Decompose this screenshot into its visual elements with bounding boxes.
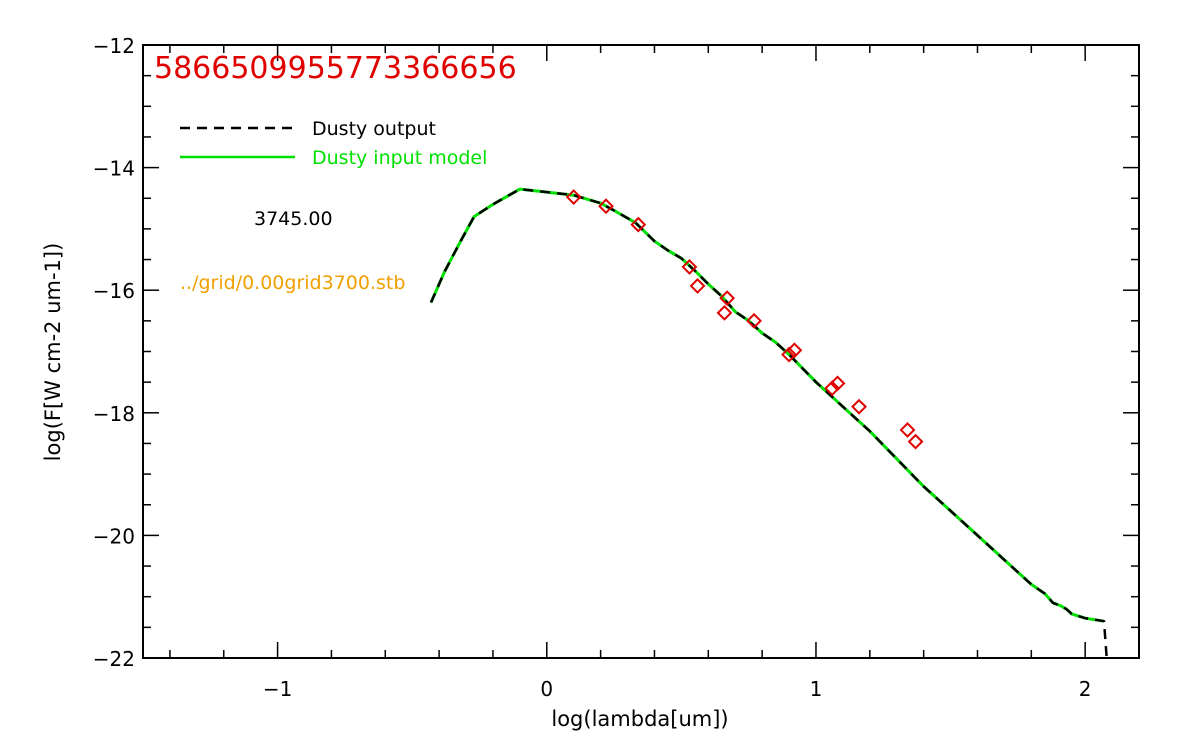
series-lines xyxy=(429,187,1108,659)
y-tick-label: −12 xyxy=(93,34,135,58)
y-axis-title: log(F[W cm-2 um-1]) xyxy=(41,243,65,462)
data-point xyxy=(689,277,706,294)
y-tick-label: −18 xyxy=(93,402,135,426)
data-point xyxy=(746,312,762,329)
data-point xyxy=(716,304,733,321)
data-point xyxy=(565,189,582,205)
chart-title: 5866509955773366656 xyxy=(154,51,517,86)
data-point xyxy=(786,342,803,359)
data-markers xyxy=(565,189,924,450)
x-tick-label: 1 xyxy=(810,677,823,701)
data-point xyxy=(681,258,698,275)
y-tick-label: −20 xyxy=(93,524,135,548)
data-point xyxy=(719,290,736,307)
x-tick-label: −1 xyxy=(263,677,292,701)
legend-label-dusty-input: Dusty input model xyxy=(312,147,487,169)
data-point xyxy=(630,216,647,233)
grid-file-annotation: ../grid/0.00grid3700.stb xyxy=(180,272,405,294)
x-tick-label: 2 xyxy=(1079,677,1092,701)
ticks xyxy=(143,44,1140,659)
series-line-dusty-input xyxy=(429,187,1105,623)
y-tick-label: −14 xyxy=(93,157,135,181)
plot-frame xyxy=(142,44,1140,659)
data-point xyxy=(899,422,916,438)
data-point xyxy=(824,380,841,397)
x-axis-title: log(lambda[um]) xyxy=(551,707,728,731)
data-point xyxy=(829,375,846,392)
data-point xyxy=(598,198,614,215)
data-point xyxy=(851,398,867,415)
x-tick-label: 0 xyxy=(540,677,553,701)
legend-label-dusty-output: Dusty output xyxy=(312,118,436,140)
data-point xyxy=(907,433,924,450)
temperature-annotation: 3745.00 xyxy=(254,208,333,230)
series-line-dusty-output xyxy=(429,187,1108,659)
y-tick-label: −16 xyxy=(93,279,135,303)
tick-labels: −1 0 1 2 −22 −20 −18 −16 −14 −12 xyxy=(93,34,1092,701)
data-point xyxy=(781,346,797,363)
y-tick-label: −22 xyxy=(93,647,135,671)
